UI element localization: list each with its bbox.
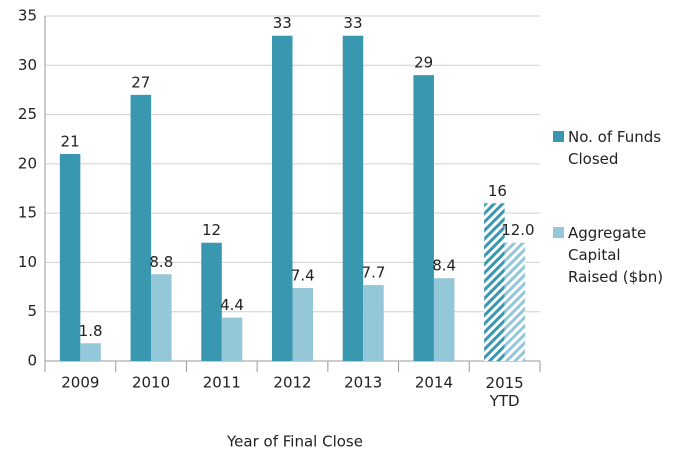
x-tick-label: 2010 [132,374,170,392]
bar [221,317,243,361]
data-label: 12.0 [501,221,534,239]
bar [433,278,455,361]
legend-item: No. of Funds Closed [553,126,671,170]
y-tick-label: 5 [27,302,37,320]
bar [59,154,81,361]
legend-swatch [553,131,564,142]
bar [151,274,172,361]
y-tick-label: 25 [18,105,37,123]
legend-label: Aggregate Capital Raised ($bn) [568,224,664,286]
data-label: 29 [414,54,433,72]
bar [413,75,434,362]
legend-item: Aggregate Capital Raised ($bn) [553,222,671,288]
bar [342,35,364,361]
bar [363,285,384,361]
legend-label: No. of Funds Closed [568,128,662,168]
bar [292,288,313,361]
legend-swatch [553,227,564,238]
bar [484,203,505,361]
bar [504,242,526,361]
data-label: 12 [202,221,221,239]
data-label: 27 [131,73,150,91]
x-tick-label: 2011 [203,374,241,392]
data-label: 7.7 [362,264,386,282]
data-label: 8.4 [432,257,456,275]
bar [272,35,293,361]
data-label: 1.8 [79,322,103,340]
x-axis-title: Year of Final Close [226,433,363,451]
data-label: 7.4 [291,267,315,285]
x-tick-label: 2012 [273,374,311,392]
x-tick-label: 2015 YTD [486,374,524,410]
data-label: 4.4 [220,296,244,314]
data-label: 8.8 [149,253,173,271]
data-label: 33 [273,14,292,32]
bar [201,242,222,361]
bar [130,94,152,361]
x-tick-label: 2014 [415,374,453,392]
data-label: 33 [343,14,362,32]
x-tick-label: 2013 [344,374,382,392]
data-label: 21 [61,133,80,151]
x-tick-label: 2009 [61,374,99,392]
y-tick-label: 10 [18,253,37,271]
y-tick-label: 0 [27,352,37,370]
y-tick-label: 20 [18,154,37,172]
y-tick-label: 30 [18,56,37,74]
data-label: 16 [488,182,507,200]
bar [80,343,101,361]
y-tick-label: 15 [18,204,37,222]
y-tick-label: 35 [18,7,37,25]
